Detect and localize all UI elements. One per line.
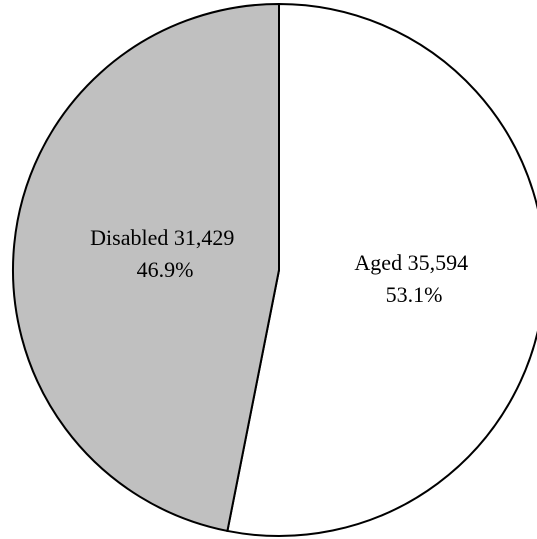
pie-slice-disabled xyxy=(11,2,280,533)
slice-label-aged-line1: Aged 35,594 xyxy=(354,250,468,275)
pie-slices xyxy=(11,2,537,537)
slice-label-disabled-line2: 46.9% xyxy=(137,257,194,282)
pie-labels: Aged 35,594 53.1% Disabled 31,429 46.9% xyxy=(90,225,473,307)
pie-slice-aged xyxy=(226,2,537,537)
slice-label-disabled-line1: Disabled 31,429 xyxy=(90,225,234,250)
slice-label-aged: Aged 35,594 53.1% xyxy=(354,250,473,307)
slice-label-disabled: Disabled 31,429 46.9% xyxy=(90,225,240,282)
slice-label-aged-line2: 53.1% xyxy=(386,282,443,307)
